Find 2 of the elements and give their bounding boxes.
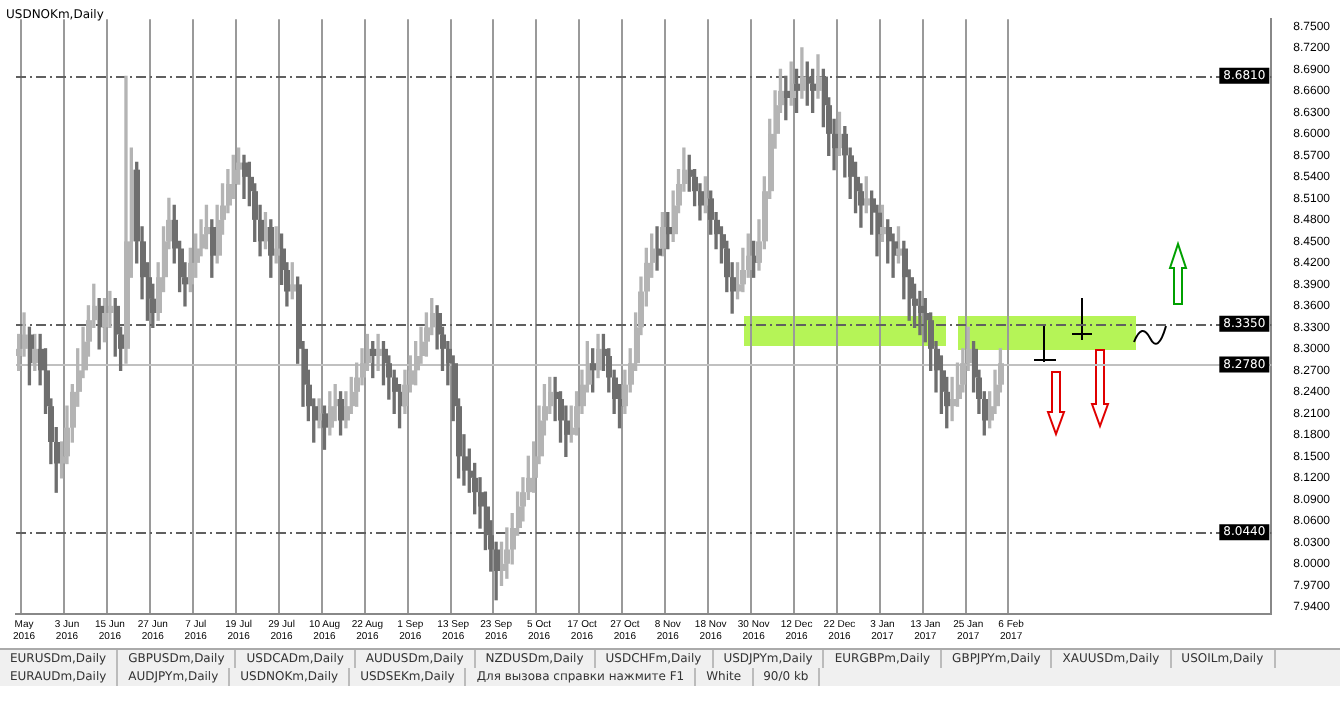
candlestick bbox=[655, 226, 662, 271]
candlestick bbox=[918, 290, 924, 336]
